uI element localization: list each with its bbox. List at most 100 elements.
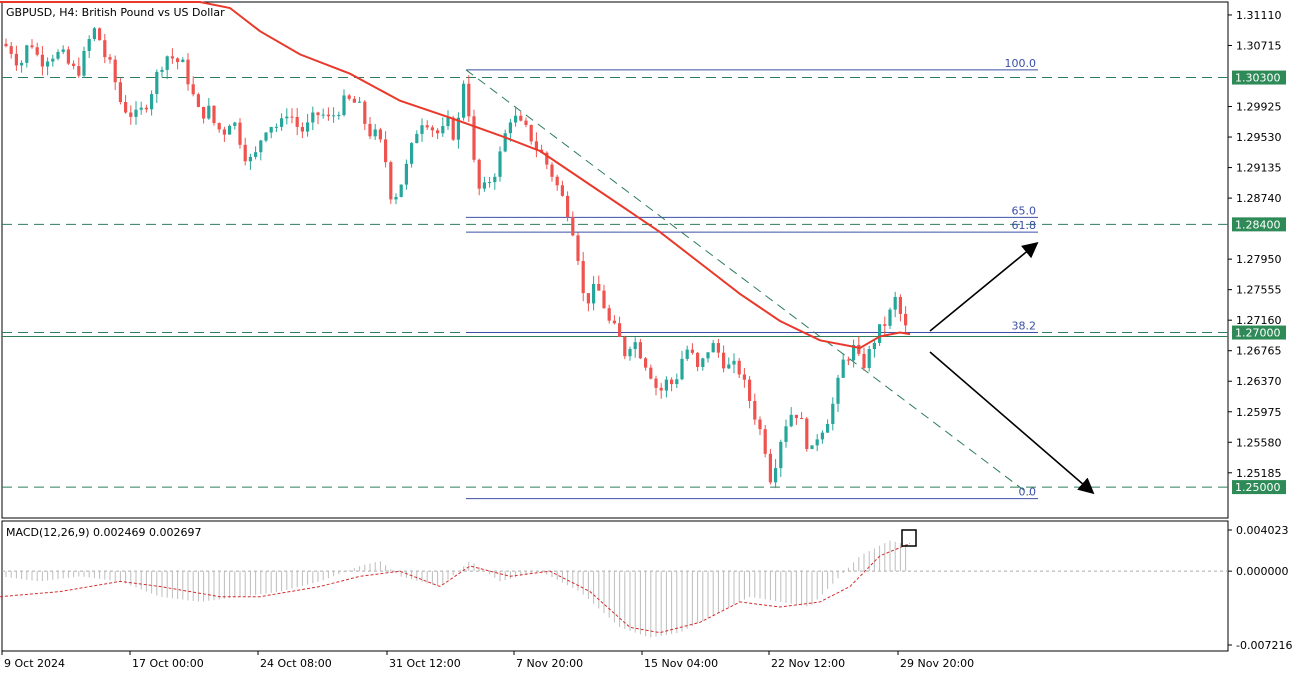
level-tag-label: 1.28400 bbox=[1235, 218, 1281, 231]
candle-body bbox=[352, 98, 356, 103]
candle-body bbox=[155, 71, 159, 95]
candle-body bbox=[878, 324, 882, 343]
y-tick-label: 1.27555 bbox=[1236, 284, 1282, 297]
candle-body bbox=[654, 378, 658, 388]
candle-body bbox=[358, 101, 362, 103]
candle-body bbox=[20, 62, 24, 66]
candle-body bbox=[14, 53, 18, 66]
candle-body bbox=[623, 336, 627, 357]
candle-body bbox=[519, 115, 523, 121]
candle-body bbox=[332, 115, 336, 117]
candle-body bbox=[482, 182, 486, 189]
candle-body bbox=[571, 217, 575, 236]
candle-body bbox=[670, 379, 674, 385]
y-tick-label: 1.27950 bbox=[1236, 253, 1282, 266]
candle-body bbox=[35, 47, 39, 55]
candle-body bbox=[285, 116, 289, 119]
candle-body bbox=[560, 185, 564, 196]
fib-label: 100.0 bbox=[1005, 57, 1037, 70]
x-tick-label: 31 Oct 12:00 bbox=[389, 657, 461, 670]
candle-body bbox=[378, 129, 382, 140]
candle-body bbox=[347, 95, 351, 99]
candle-body bbox=[311, 112, 315, 123]
level-tag-label: 1.25000 bbox=[1235, 481, 1281, 494]
candle-body bbox=[233, 122, 237, 126]
candle-body bbox=[40, 54, 44, 67]
horizontal-levels: 1.30300 1.28400 1.27000 1.25000 bbox=[2, 70, 1286, 495]
y-tick-label: 1.29530 bbox=[1236, 131, 1282, 144]
candle-body bbox=[404, 163, 408, 185]
y-tick-label: 1.25580 bbox=[1236, 436, 1282, 449]
candle-body bbox=[800, 418, 804, 420]
y-axis: 1.31110 1.30715 1.29925 1.29530 1.29135 1.287… bbox=[1228, 9, 1282, 480]
candle-body bbox=[92, 28, 96, 40]
candle-body bbox=[768, 453, 772, 483]
x-tick-label: 15 Nov 04:00 bbox=[644, 657, 718, 670]
y-tick-label: 1.25975 bbox=[1236, 406, 1282, 419]
candle-body bbox=[430, 127, 434, 131]
candle-body bbox=[56, 51, 60, 59]
candle-body bbox=[498, 151, 502, 177]
candle-body bbox=[30, 45, 34, 48]
candle-body bbox=[363, 101, 367, 124]
candle-body bbox=[217, 123, 221, 130]
x-tick-label: 17 Oct 00:00 bbox=[132, 657, 204, 670]
candle-body bbox=[685, 349, 689, 359]
macd-signal-line bbox=[0, 543, 911, 634]
x-tick-label: 22 Nov 12:00 bbox=[771, 657, 845, 670]
candle-body bbox=[789, 414, 793, 427]
candle-body bbox=[446, 117, 450, 127]
moving-average bbox=[0, 1, 911, 350]
candle-body bbox=[628, 349, 632, 357]
candle-body bbox=[644, 358, 648, 368]
candle-body bbox=[51, 58, 55, 62]
candle-body bbox=[87, 39, 91, 51]
candle-body bbox=[451, 117, 455, 140]
candle-body bbox=[66, 49, 70, 64]
candle-body bbox=[659, 387, 663, 391]
candle-body bbox=[488, 182, 492, 184]
macd-tick-label: 0.000000 bbox=[1236, 565, 1289, 578]
candle-body bbox=[326, 114, 330, 117]
candle-body bbox=[820, 432, 824, 440]
candle-body bbox=[493, 176, 497, 183]
bullish-arrow bbox=[929, 241, 1039, 332]
candle-body bbox=[472, 116, 476, 160]
candle-body bbox=[264, 132, 268, 141]
y-tick-label: 1.26765 bbox=[1236, 345, 1282, 358]
macd-tick-label: 0.004023 bbox=[1236, 524, 1289, 537]
candle-body bbox=[503, 133, 507, 152]
candle-body bbox=[826, 423, 830, 433]
candle-body bbox=[134, 109, 138, 117]
candle-body bbox=[748, 379, 752, 401]
candle-body bbox=[852, 344, 856, 361]
candle-body bbox=[867, 349, 871, 368]
candle-body bbox=[696, 352, 700, 367]
candle-body bbox=[716, 343, 720, 353]
candle-body bbox=[321, 114, 325, 116]
candle-body bbox=[295, 116, 299, 127]
candle-body bbox=[113, 59, 117, 83]
x-axis: 9 Oct 2024 17 Oct 00:00 24 Oct 08:00 31 Oct… bbox=[1, 651, 974, 670]
candle-body bbox=[415, 133, 419, 144]
candle-body bbox=[399, 184, 403, 197]
candle-body bbox=[98, 28, 102, 41]
y-tick-label: 1.31110 bbox=[1236, 9, 1282, 22]
candle-body bbox=[181, 59, 185, 63]
y-tick-label: 1.26370 bbox=[1236, 375, 1282, 388]
candle-body bbox=[290, 116, 294, 118]
candle-body bbox=[727, 364, 731, 369]
candle-body bbox=[191, 84, 195, 95]
level-tag-label: 1.27000 bbox=[1235, 327, 1281, 340]
candle-body bbox=[904, 313, 908, 326]
candle-body bbox=[841, 359, 845, 378]
candle-body bbox=[410, 143, 414, 164]
candle-body bbox=[680, 358, 684, 380]
level-tag bbox=[1232, 480, 1286, 495]
candle-body bbox=[238, 122, 242, 145]
candle-body bbox=[732, 360, 736, 365]
main-plot-frame bbox=[1, 1, 1229, 519]
fib-label: 61.8 bbox=[1012, 219, 1037, 232]
